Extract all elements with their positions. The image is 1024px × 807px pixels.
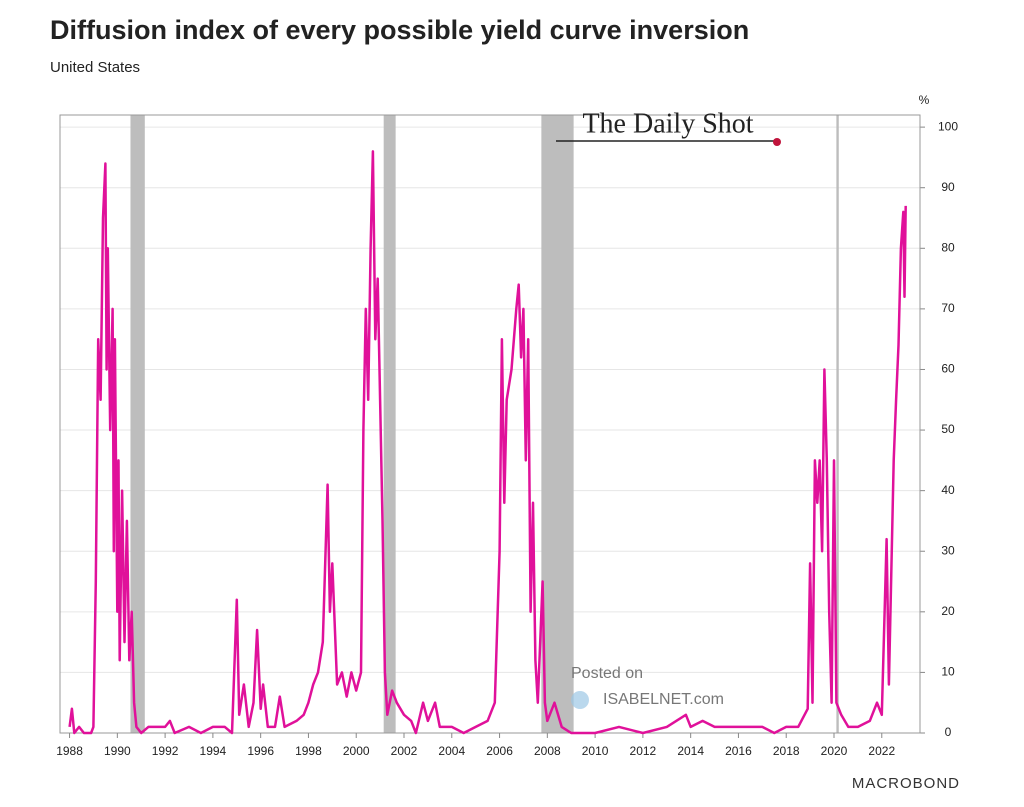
x-tick-label: 2022 [868,744,895,758]
plot-area: 0 10 20 30 40 50 60 70 80 90 100 1988 1990 1992 1994 19… [56,114,958,758]
recession-band [836,115,839,733]
x-tick-label: 2018 [773,744,800,758]
watermark: The Daily Shot [582,108,753,139]
x-tick-label: 2006 [486,744,513,758]
recession-band [130,115,145,733]
data-line [68,150,907,735]
x-tick-label: 2016 [725,744,752,758]
y-tick-label: 0 [945,725,952,739]
x-tick-label: 1988 [56,744,83,758]
y-tick-label: 30 [941,543,955,557]
x-tick-label: 2010 [582,744,609,758]
x-tick-label: 2002 [391,744,418,758]
x-tick-label: 2012 [630,744,657,758]
source: MACROBOND [852,775,960,792]
watermark-dot [773,138,781,146]
y-tick-label: 60 [941,362,955,376]
x-tick-label: 2008 [534,744,561,758]
x-tick-label: 1990 [104,744,131,758]
y-tick-label: 10 [941,665,955,679]
x-tick-label: 2000 [343,744,370,758]
y-tick-label: 80 [941,240,955,254]
y-unit: % [919,93,930,107]
x-tick-label: 1996 [247,744,274,758]
x-tick-label: 1998 [295,744,322,758]
y-tick-label: 100 [938,119,958,133]
recession-band [541,115,574,733]
y-tick-label: 70 [941,301,955,315]
recession-band [383,115,396,733]
x-tick-label: 2014 [677,744,704,758]
x-tick-label: 1994 [200,744,227,758]
chart-subtitle: United States [50,59,140,76]
posted-on: Posted on [571,665,643,682]
x-tick-label: 1992 [152,744,179,758]
posted-icon [571,691,589,709]
chart-title: Diffusion index of every possible yield … [50,15,749,45]
x-tick-label: 2020 [821,744,848,758]
x-tick-label: 2004 [438,744,465,758]
y-tick-label: 20 [941,604,955,618]
posted-site: ISABELNET.com [603,691,724,708]
plot-frame [59,114,921,734]
y-tick-label: 90 [941,180,955,194]
y-tick-label: 50 [941,422,955,436]
y-tick-label: 40 [941,483,955,497]
